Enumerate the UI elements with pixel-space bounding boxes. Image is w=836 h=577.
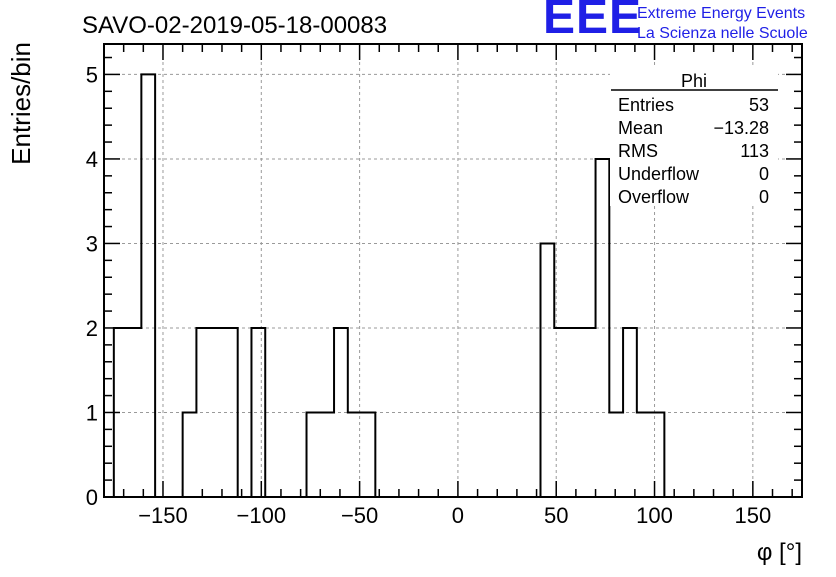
stats-name: Phi [681, 71, 707, 91]
y-tick-label: 5 [86, 62, 98, 87]
x-tick-label: 150 [734, 503, 771, 528]
chart-title: SAVO-02-2019-05-18-00083 [82, 12, 387, 39]
stats-value: 113 [740, 141, 769, 161]
logo-line-1: Extreme Energy Events [637, 5, 806, 22]
stats-label: Entries [618, 95, 674, 115]
plot-frame [103, 43, 803, 498]
stats-label: Overflow [618, 187, 690, 207]
stats-box: Phi Entries 53 Mean −13.28 RMS 113 Underflow 0 Ov… [610, 66, 778, 207]
y-axis-label: Entries/bin [6, 42, 36, 165]
x-tick-label: −100 [237, 503, 287, 528]
y-tick-label: 0 [86, 485, 98, 510]
stats-value: 53 [749, 95, 769, 115]
stats-label: Underflow [618, 164, 700, 184]
y-tick-label: 3 [86, 231, 98, 256]
stats-value: −13.28 [713, 118, 769, 138]
x-tick-label: −150 [138, 503, 188, 528]
stats-value: 0 [759, 187, 769, 207]
x-tick-label: 0 [452, 503, 464, 528]
logo-mark: EEE [543, 0, 643, 44]
x-tick-label: 100 [636, 503, 673, 528]
x-tick-label: 50 [544, 503, 568, 528]
x-tick-label: −50 [341, 503, 378, 528]
x-axis-label: φ [°] [757, 539, 802, 566]
stats-label: RMS [618, 141, 658, 161]
labels: −150 −100 −50 0 50 100 150 0 1 2 3 4 5 φ [°] Entries/b… [6, 12, 802, 566]
axes [103, 43, 803, 498]
y-tick-label: 4 [86, 147, 98, 172]
logo-line-2: La Scienza nelle Scuole [637, 25, 808, 42]
y-tick-label: 1 [86, 400, 98, 425]
stats-value: 0 [759, 164, 769, 184]
y-tick-label: 2 [86, 316, 98, 341]
stats-label: Mean [618, 118, 663, 138]
